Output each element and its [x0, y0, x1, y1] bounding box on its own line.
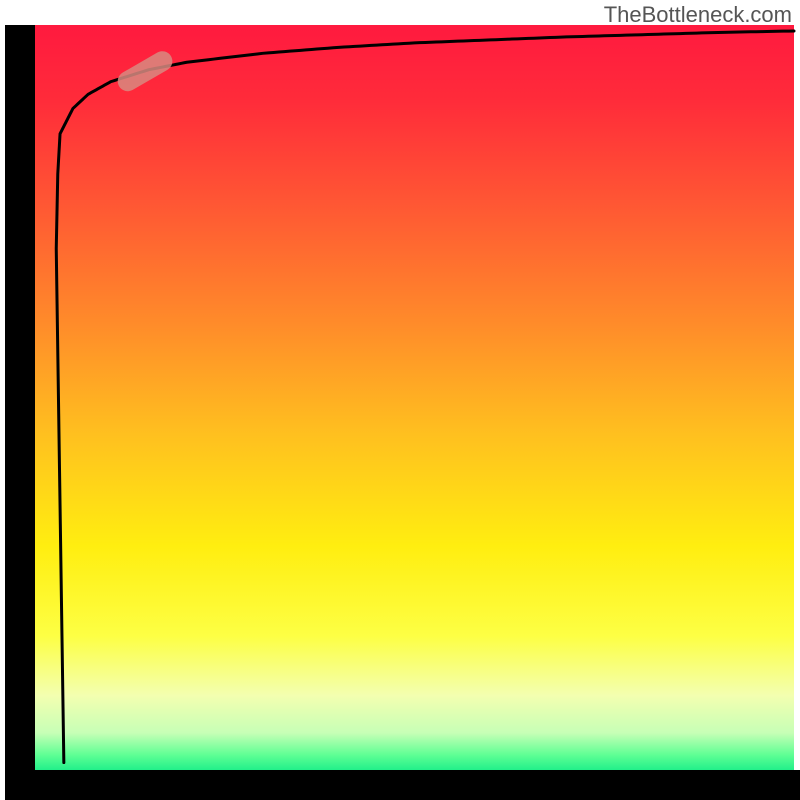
x-axis: [5, 770, 800, 800]
y-axis: [5, 25, 35, 783]
plot-background: [35, 25, 794, 770]
bottleneck-chart: TheBottleneck.com: [0, 0, 800, 800]
chart-svg: [0, 0, 800, 800]
